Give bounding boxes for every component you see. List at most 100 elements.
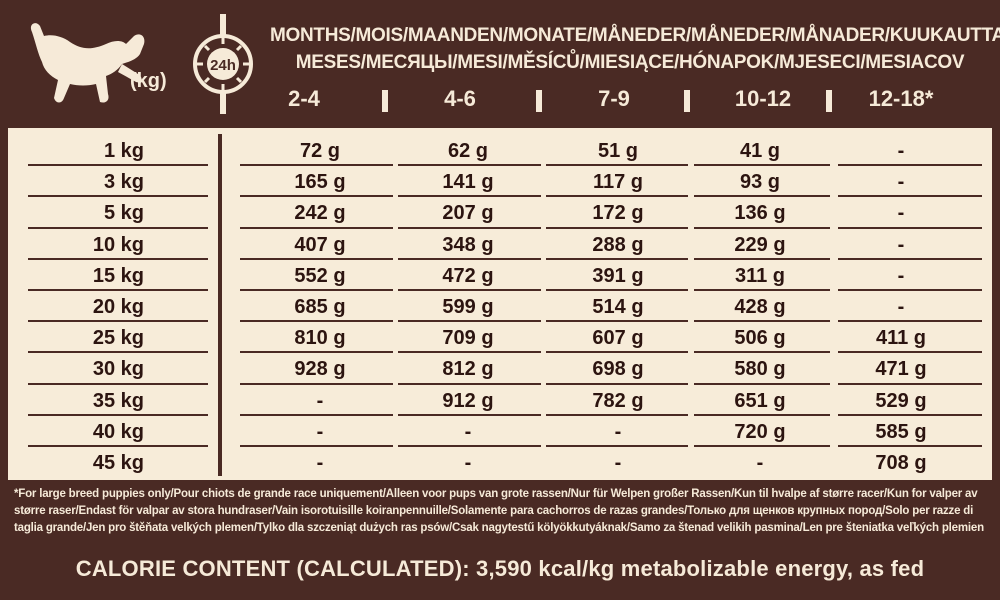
weight-cell: 35 kg bbox=[92, 389, 144, 412]
row-divider bbox=[838, 445, 982, 447]
row-divider bbox=[398, 382, 541, 385]
amount-cell: 117 g bbox=[592, 171, 644, 194]
age-col-2: 4-6 bbox=[444, 86, 476, 111]
amount-cell: 41 g bbox=[739, 140, 781, 162]
row-divider bbox=[398, 226, 541, 229]
row-divider bbox=[838, 226, 982, 229]
amount-cell: 552 g bbox=[294, 264, 346, 287]
months-title-line2: MESES/МЕСЯЦЫ/MESI/MĚSÍCŮ/MIESIĄCE/HÓNAPO… bbox=[295, 52, 965, 73]
row-divider bbox=[694, 445, 830, 447]
amount-cell: 685 g bbox=[294, 296, 346, 318]
amount-cell: 708 g bbox=[875, 452, 927, 474]
row-divider bbox=[398, 195, 541, 198]
row-divider bbox=[838, 413, 982, 416]
row-divider bbox=[694, 257, 830, 260]
weight-cell: 5 kg bbox=[103, 202, 144, 225]
row-divider bbox=[694, 320, 830, 323]
amount-cell: - bbox=[897, 171, 905, 194]
amount-cell: - bbox=[897, 202, 905, 225]
footnote: *For large breed puppies only/Pour chiot… bbox=[14, 486, 989, 537]
row-divider bbox=[398, 289, 541, 291]
row-divider bbox=[694, 289, 830, 291]
amount-cell: - bbox=[464, 420, 472, 443]
row-divider bbox=[546, 445, 688, 447]
amount-cell: - bbox=[614, 420, 622, 443]
row-divider bbox=[28, 289, 208, 291]
amount-cell: - bbox=[316, 389, 324, 412]
amount-cell: 472 g bbox=[442, 264, 494, 287]
row-divider bbox=[546, 195, 688, 198]
amount-cell: 698 g bbox=[592, 358, 644, 381]
amount-cell: 411 g bbox=[875, 327, 927, 350]
age-col-1: 2-4 bbox=[288, 86, 320, 111]
amount-cell: - bbox=[316, 420, 324, 443]
amount-cell: 529 g bbox=[875, 389, 927, 412]
row-divider bbox=[28, 445, 208, 447]
row-divider bbox=[838, 351, 982, 354]
amount-cell: 812 g bbox=[442, 358, 494, 381]
amount-cell: 580 g bbox=[734, 358, 786, 381]
weight-cell: 25 kg bbox=[92, 327, 144, 350]
row-divider bbox=[546, 382, 688, 385]
calorie-content: CALORIE CONTENT (CALCULATED): 3,590 kcal… bbox=[75, 556, 925, 581]
amount-cell: 229 g bbox=[734, 233, 786, 256]
footnote-line1: *For large breed puppies only/Pour chiot… bbox=[14, 488, 978, 500]
row-divider bbox=[240, 289, 393, 291]
row-divider bbox=[694, 413, 830, 416]
row-divider bbox=[546, 164, 688, 167]
amount-cell: - bbox=[897, 140, 905, 162]
row-divider bbox=[398, 257, 541, 260]
amount-cell: - bbox=[756, 452, 764, 474]
table-vertical-divider bbox=[218, 134, 222, 476]
amount-cell: - bbox=[614, 452, 622, 474]
row-divider bbox=[694, 351, 830, 354]
amount-cell: 391 g bbox=[592, 264, 644, 287]
header: (kg) 24h MONTHS/MOIS/MAANDEN/MONATE/MÅNE… bbox=[0, 0, 1000, 128]
amount-cell: 651 g bbox=[734, 389, 786, 412]
feeding-table: 1 kg 72 g 62 g 51 g 41 g - 3 kg 165 g 141 g 117 g… bbox=[8, 128, 992, 480]
amount-cell: 720 g bbox=[734, 420, 786, 443]
row-divider bbox=[838, 289, 982, 291]
amount-cell: 810 g bbox=[294, 327, 346, 350]
row-divider bbox=[28, 195, 208, 198]
row-divider bbox=[240, 195, 393, 198]
row-divider bbox=[546, 413, 688, 416]
row-divider bbox=[28, 226, 208, 229]
amount-cell: 172 g bbox=[592, 202, 644, 225]
months-title: MONTHS/MOIS/MAANDEN/MONATE/MÅNEDER/MÅNED… bbox=[270, 22, 1000, 76]
row-divider bbox=[838, 195, 982, 198]
amount-cell: 599 g bbox=[442, 296, 494, 318]
row-divider bbox=[694, 382, 830, 385]
row-divider bbox=[28, 320, 208, 323]
row-divider bbox=[28, 382, 208, 385]
amount-cell: 709 g bbox=[442, 327, 494, 350]
age-separator bbox=[536, 90, 542, 112]
age-separator bbox=[826, 90, 832, 112]
row-divider bbox=[240, 382, 393, 385]
age-separator bbox=[382, 90, 388, 112]
row-divider bbox=[838, 382, 982, 385]
age-col-4: 10-12 bbox=[734, 86, 792, 111]
row-divider bbox=[694, 226, 830, 229]
puppy-icon bbox=[30, 23, 145, 103]
age-header-row: 2-4 4-6 7-9 10-12 12-18* bbox=[0, 86, 1000, 116]
amount-cell: 165 g bbox=[294, 171, 346, 194]
row-divider bbox=[240, 351, 393, 354]
row-divider bbox=[546, 289, 688, 291]
weight-cell: 3 kg bbox=[103, 171, 144, 194]
amount-cell: 311 g bbox=[734, 264, 786, 287]
weight-cell: 45 kg bbox=[92, 452, 144, 474]
row-divider bbox=[398, 413, 541, 416]
row-divider bbox=[28, 257, 208, 260]
row-divider bbox=[398, 164, 541, 167]
footnote-line2: større raser/Endast för valpar av stora … bbox=[14, 505, 974, 517]
amount-cell: 136 g bbox=[734, 202, 786, 225]
age-col-5: 12-18* bbox=[868, 86, 934, 111]
amount-cell: 72 g bbox=[299, 140, 341, 162]
amount-cell: - bbox=[897, 296, 905, 318]
row-divider bbox=[240, 164, 393, 167]
amount-cell: 207 g bbox=[442, 202, 494, 225]
row-divider bbox=[838, 257, 982, 260]
amount-cell: 607 g bbox=[592, 327, 644, 350]
weight-cell: 30 kg bbox=[92, 358, 144, 381]
